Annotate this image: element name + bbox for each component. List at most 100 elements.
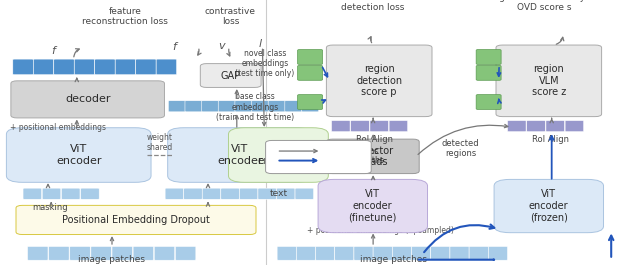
FancyBboxPatch shape [185,101,202,112]
FancyBboxPatch shape [95,59,115,75]
FancyBboxPatch shape [527,121,545,132]
Text: ViT
encoder
(finetune): ViT encoder (finetune) [349,189,397,223]
FancyBboxPatch shape [496,45,602,117]
FancyBboxPatch shape [81,188,99,199]
Text: ViT
encoder: ViT encoder [56,144,102,166]
FancyBboxPatch shape [296,246,316,260]
Text: $f$: $f$ [51,44,58,56]
FancyBboxPatch shape [54,59,74,75]
FancyBboxPatch shape [266,140,371,174]
FancyBboxPatch shape [13,59,33,75]
Text: base class
embeddings
(train and test time): base class embeddings (train and test ti… [216,92,294,122]
FancyBboxPatch shape [258,188,276,199]
FancyBboxPatch shape [28,246,48,260]
FancyBboxPatch shape [239,188,258,199]
Text: + positional embeddings: + positional embeddings [10,123,106,132]
FancyBboxPatch shape [221,188,239,199]
FancyBboxPatch shape [61,188,80,199]
Text: + positional embeddings (upsampled): + positional embeddings (upsampled) [307,226,454,235]
FancyBboxPatch shape [546,121,564,132]
Text: $v$: $v$ [218,41,227,51]
Text: feature
reconstruction loss: feature reconstruction loss [82,7,168,27]
FancyBboxPatch shape [276,188,295,199]
Text: Positional Embedding Dropout: Positional Embedding Dropout [62,215,210,225]
FancyBboxPatch shape [508,121,526,132]
FancyBboxPatch shape [389,121,408,132]
FancyBboxPatch shape [165,188,184,199]
FancyBboxPatch shape [202,188,221,199]
Text: decoder: decoder [65,94,111,104]
FancyBboxPatch shape [42,188,61,199]
Text: weight
shared: weight shared [147,133,173,152]
FancyBboxPatch shape [23,188,42,199]
FancyBboxPatch shape [326,139,419,174]
FancyBboxPatch shape [252,101,269,112]
Text: detection loss: detection loss [340,3,404,12]
FancyBboxPatch shape [175,246,196,260]
FancyBboxPatch shape [184,188,202,199]
Text: GAP: GAP [221,70,241,81]
FancyBboxPatch shape [156,59,177,75]
FancyBboxPatch shape [316,246,335,260]
FancyBboxPatch shape [168,128,312,182]
FancyBboxPatch shape [351,121,369,132]
FancyBboxPatch shape [33,59,54,75]
Text: RoI Align: RoI Align [532,135,569,144]
FancyBboxPatch shape [392,246,412,260]
FancyBboxPatch shape [335,246,354,260]
FancyBboxPatch shape [218,101,236,112]
FancyBboxPatch shape [301,101,319,112]
FancyBboxPatch shape [49,246,69,260]
FancyBboxPatch shape [228,128,328,182]
FancyBboxPatch shape [565,121,584,132]
FancyBboxPatch shape [412,246,431,260]
Text: novel class
embeddings
(test time only): novel class embeddings (test time only) [235,49,294,78]
FancyBboxPatch shape [318,179,428,233]
Text: text: text [269,189,287,198]
FancyBboxPatch shape [202,101,219,112]
Text: masking: masking [32,203,68,212]
FancyBboxPatch shape [11,81,164,118]
FancyBboxPatch shape [112,246,132,260]
FancyBboxPatch shape [469,246,488,260]
FancyBboxPatch shape [298,65,323,80]
FancyBboxPatch shape [476,65,501,80]
Text: detector
heads: detector heads [352,145,394,167]
FancyBboxPatch shape [285,101,302,112]
FancyBboxPatch shape [74,59,95,75]
Text: ViT
encoder
(frozen): ViT encoder (frozen) [529,189,568,223]
FancyBboxPatch shape [235,101,252,112]
Text: $f$: $f$ [172,40,180,52]
Text: text
encoder: text encoder [257,144,300,166]
FancyBboxPatch shape [168,101,186,112]
FancyBboxPatch shape [16,205,256,235]
FancyBboxPatch shape [476,50,501,64]
FancyBboxPatch shape [494,179,604,233]
Text: training paths: training paths [324,147,379,156]
Text: inference paths: inference paths [324,156,385,165]
FancyBboxPatch shape [154,246,175,260]
FancyBboxPatch shape [450,246,469,260]
Text: region
detection
score p: region detection score p [356,64,403,98]
FancyBboxPatch shape [200,64,261,87]
FancyBboxPatch shape [298,95,323,109]
Text: detected
regions: detected regions [442,139,479,158]
FancyBboxPatch shape [354,246,373,260]
Text: contrastive
loss: contrastive loss [205,7,256,27]
FancyBboxPatch shape [476,95,501,109]
FancyBboxPatch shape [6,128,151,182]
Text: image patches: image patches [360,255,427,264]
FancyBboxPatch shape [70,246,90,260]
Text: region-text similarity as
OVD score s: region-text similarity as OVD score s [490,0,598,12]
Text: RoI Align: RoI Align [356,135,393,144]
FancyBboxPatch shape [431,246,450,260]
FancyBboxPatch shape [326,45,432,117]
FancyBboxPatch shape [133,246,154,260]
FancyBboxPatch shape [277,246,296,260]
FancyBboxPatch shape [295,188,314,199]
FancyBboxPatch shape [370,121,388,132]
FancyBboxPatch shape [136,59,156,75]
FancyBboxPatch shape [373,246,392,260]
Text: ViT
encoder: ViT encoder [217,144,263,166]
FancyBboxPatch shape [488,246,508,260]
